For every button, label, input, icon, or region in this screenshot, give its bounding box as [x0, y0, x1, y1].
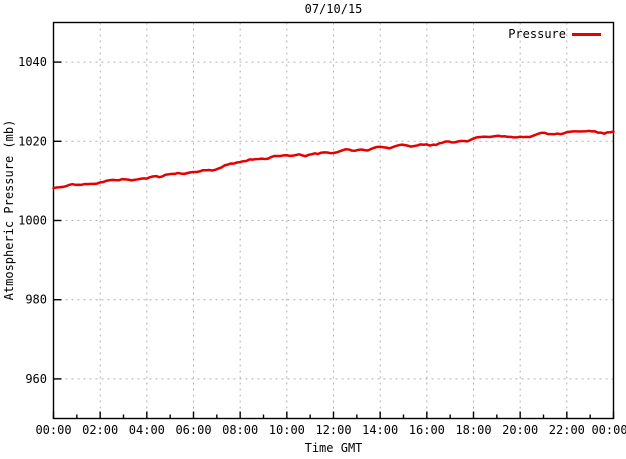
x-axis-label: Time GMT: [304, 441, 363, 455]
pressure-line: [52, 129, 615, 190]
x-tick-label: 20:00: [502, 423, 538, 437]
gridlines: [53, 22, 614, 419]
x-tick-label: 04:00: [129, 423, 165, 437]
x-tick-label: 06:00: [175, 423, 211, 437]
x-tick-label: 14:00: [362, 423, 398, 437]
x-tick-label: 22:00: [549, 423, 585, 437]
x-tick-label: 10:00: [269, 423, 305, 437]
x-tick-label: 02:00: [82, 423, 118, 437]
x-tick-label: 18:00: [455, 423, 491, 437]
x-tick-label: 12:00: [315, 423, 351, 437]
x-tick-label: 16:00: [409, 423, 445, 437]
y-tick-label: 1020: [18, 134, 47, 148]
legend-series-label: Pressure: [508, 27, 566, 41]
legend-line-sample: [572, 32, 601, 36]
y-tick-label: 960: [25, 372, 47, 386]
plot-border: [52, 21, 615, 420]
x-tick-label: 00:00: [35, 423, 71, 437]
y-tick-label: 1040: [18, 55, 47, 69]
chart-title: 07/10/15: [304, 2, 363, 16]
x-tick-label: 00:00: [591, 423, 626, 437]
y-axis-label: Atmospheric Pressure (mb): [2, 119, 16, 301]
legend: Pressure: [508, 27, 601, 41]
y-tick-label: 1000: [18, 214, 47, 228]
tick-labels: 00:00 02:00 04:00 06:00 08:00 10:00 12:00 14:00…: [18, 55, 626, 437]
x-tick-label: 08:00: [222, 423, 258, 437]
y-tick-label: 980: [25, 293, 47, 307]
